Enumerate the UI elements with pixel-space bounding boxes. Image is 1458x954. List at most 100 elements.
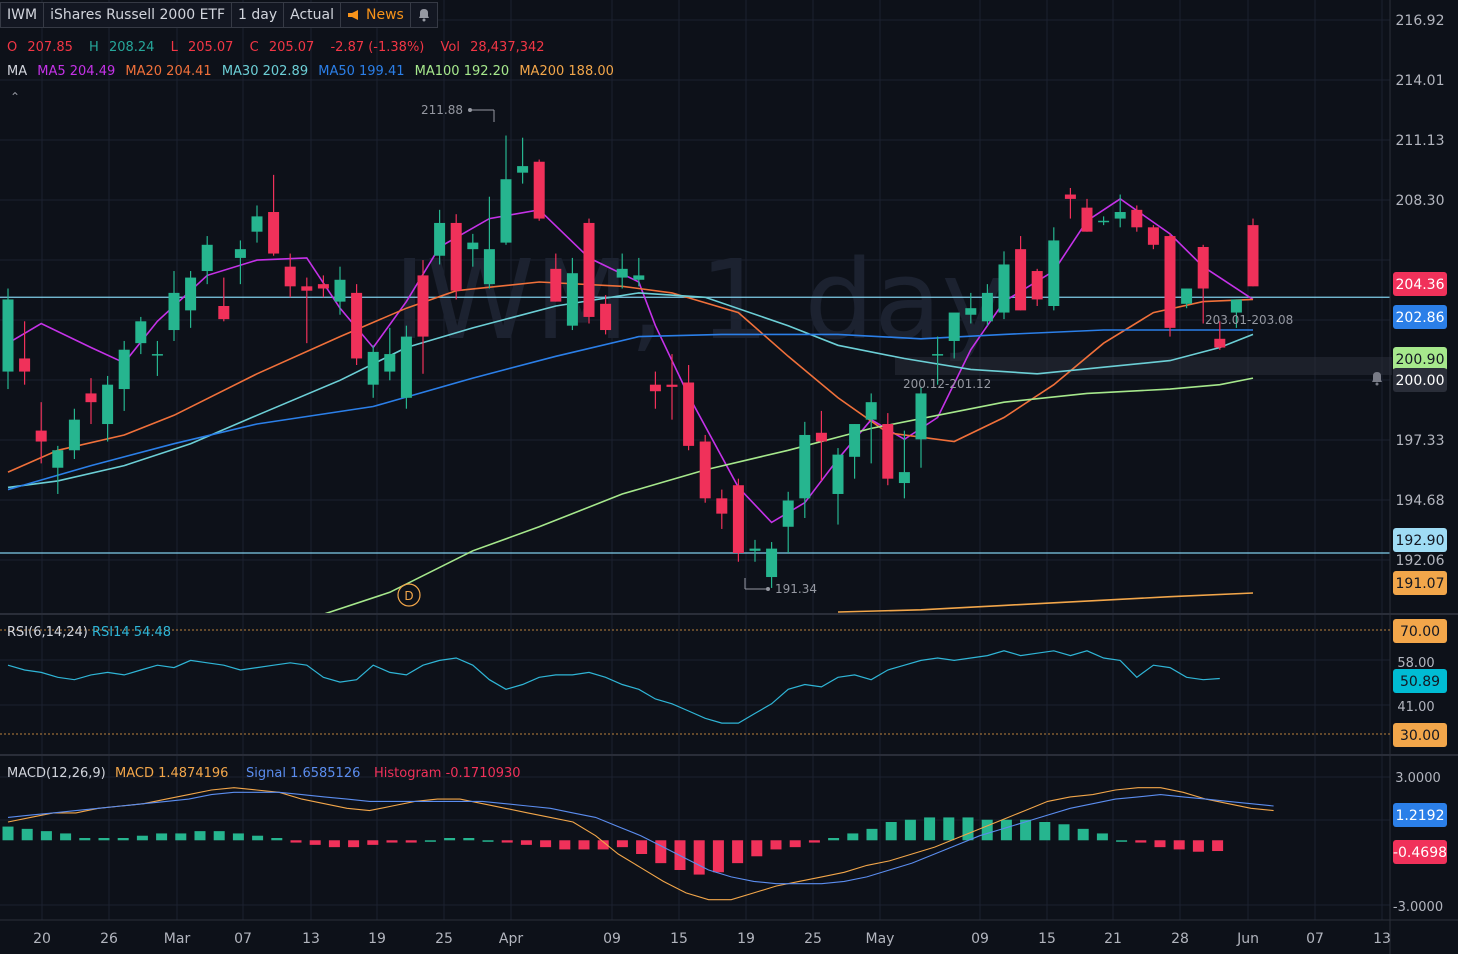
interval-button[interactable]: 1 day xyxy=(232,3,285,27)
symbol-name[interactable]: iShares Russell 2000 ETF xyxy=(44,3,233,27)
low-value: 205.07 xyxy=(187,40,234,55)
rsi-title[interactable]: RSI(6,14,24) xyxy=(7,625,88,640)
macd-histogram-bar xyxy=(1135,840,1147,843)
candle-body xyxy=(483,249,495,285)
candle-body xyxy=(1181,288,1193,304)
macd-histogram-bar xyxy=(847,833,859,841)
candle-body xyxy=(268,212,280,254)
rsi-axis-label: 41.00 xyxy=(1397,700,1434,715)
rsi-axis-label: 58.00 xyxy=(1397,656,1434,671)
candle-body xyxy=(649,384,661,392)
dividend-marker[interactable] xyxy=(397,583,421,607)
candle-body xyxy=(35,430,47,442)
price-axis-label: 211.13 xyxy=(1396,133,1445,149)
candle-body xyxy=(948,312,960,341)
candle-body xyxy=(1064,194,1076,199)
range-lower-label: 200.12-201.12 xyxy=(903,377,991,391)
candle-body xyxy=(1164,236,1176,328)
macd-line xyxy=(7,787,1274,901)
high-marker-dot xyxy=(468,108,472,112)
ma-legend: MA MA5 204.49 MA20 204.41 MA30 202.89 MA… xyxy=(7,64,620,79)
time-axis-label: 09 xyxy=(603,931,621,947)
macd-histogram-bar xyxy=(1058,824,1070,841)
price-axis[interactable]: 216.92 214.01 211.13 208.30 197.33 194.68 192.… xyxy=(1393,13,1445,915)
time-axis[interactable]: 20 26 Mar 07 13 19 25 Apr 09 15 19 25 May 09 15 21 28 Jun… xyxy=(33,931,1391,947)
macd-histogram-bar xyxy=(943,817,955,841)
candle-body xyxy=(683,382,695,446)
price-tag: 200.00 xyxy=(1396,373,1445,389)
candle-body xyxy=(1131,209,1143,228)
candle-body xyxy=(732,485,744,553)
ma30-legend: MA30 202.89 xyxy=(221,64,309,79)
macd-histogram-bar xyxy=(156,833,168,841)
time-axis-label: Mar xyxy=(164,931,191,947)
ma100-legend: MA100 192.20 xyxy=(414,64,510,79)
macd-histogram-bar xyxy=(501,840,513,843)
candle-body xyxy=(716,498,728,514)
candle-body xyxy=(500,179,512,243)
chart-toolbar: IWM iShares Russell 2000 ETF 1 day Actua… xyxy=(0,2,438,28)
macd-histogram-bar xyxy=(348,840,360,848)
candlestick-series[interactable] xyxy=(2,135,1259,588)
macd-histogram-bar xyxy=(463,838,475,841)
news-label: News xyxy=(366,7,404,23)
price-tag-bg xyxy=(1393,571,1447,595)
ma100-line xyxy=(323,377,1254,615)
candle-body xyxy=(334,279,346,302)
high-label: H xyxy=(89,40,99,55)
collapse-legend-chevron-icon[interactable]: ⌃ xyxy=(10,90,21,104)
macd-tag-bg xyxy=(1393,840,1447,864)
macd-histogram-bar xyxy=(1173,840,1185,850)
macd-histogram-bar xyxy=(40,831,52,841)
symbol-button[interactable]: IWM xyxy=(1,3,45,27)
ohlc-legend: O 207.85 H 208.24 L 205.07 C 205.07 -2.8… xyxy=(7,40,557,55)
dividend-marker-label: D xyxy=(404,589,413,603)
candle-body xyxy=(450,222,462,291)
price-tag-bg xyxy=(1393,347,1447,371)
price-axis-label: 197.33 xyxy=(1396,433,1445,449)
adjustment-button[interactable]: Actual xyxy=(284,3,341,27)
macd-histogram-bar xyxy=(1154,840,1166,848)
macd-histogram-bar xyxy=(21,828,33,841)
time-axis-label: 15 xyxy=(1038,931,1056,947)
price-tag-bg xyxy=(1393,528,1447,552)
time-axis-label: 19 xyxy=(737,931,755,947)
candle-body xyxy=(1147,227,1159,245)
ma200-legend: MA200 188.00 xyxy=(519,64,614,79)
macd-histogram-bar xyxy=(271,838,283,841)
macd-histogram-bar xyxy=(578,840,590,850)
volume-value: 28,437,342 xyxy=(470,40,545,55)
news-button[interactable]: News xyxy=(341,3,411,27)
macd-histogram-bar xyxy=(444,838,456,841)
macd-histogram-bar xyxy=(194,831,206,841)
candle-body xyxy=(566,273,578,326)
alert-button[interactable] xyxy=(411,3,437,27)
price-alert-bell-icon[interactable] xyxy=(1372,372,1382,386)
time-axis-label: 13 xyxy=(1373,931,1391,947)
macd-histogram-bar xyxy=(60,833,72,841)
rsi-tag: 50.89 xyxy=(1400,674,1440,690)
macd-histogram-bar xyxy=(789,840,801,848)
time-axis-label: 09 xyxy=(971,931,989,947)
ma5-legend: MA5 204.49 xyxy=(37,64,116,79)
candle-body xyxy=(633,275,645,280)
candle-body xyxy=(1114,212,1126,219)
candle-body xyxy=(1214,338,1226,348)
macd-value: MACD 1.4874196 xyxy=(115,766,228,781)
macd-histogram-bar xyxy=(808,840,820,843)
macd-histogram-bar xyxy=(482,840,494,842)
rsi-line xyxy=(7,650,1220,724)
price-axis-label: 214.01 xyxy=(1396,73,1445,89)
high-value: 208.24 xyxy=(108,40,155,55)
macd-histogram-bar xyxy=(1212,840,1224,852)
macd-histogram-bar xyxy=(1077,828,1089,841)
macd-title[interactable]: MACD(12,26,9) xyxy=(7,766,106,781)
candle-body xyxy=(417,275,429,337)
time-axis-label: May xyxy=(866,931,895,947)
candle-body xyxy=(799,434,811,499)
ma-legend-title[interactable]: MA xyxy=(7,64,28,79)
volume-label: Vol xyxy=(440,40,460,55)
candle-body xyxy=(2,299,14,372)
candle-body xyxy=(68,419,80,451)
